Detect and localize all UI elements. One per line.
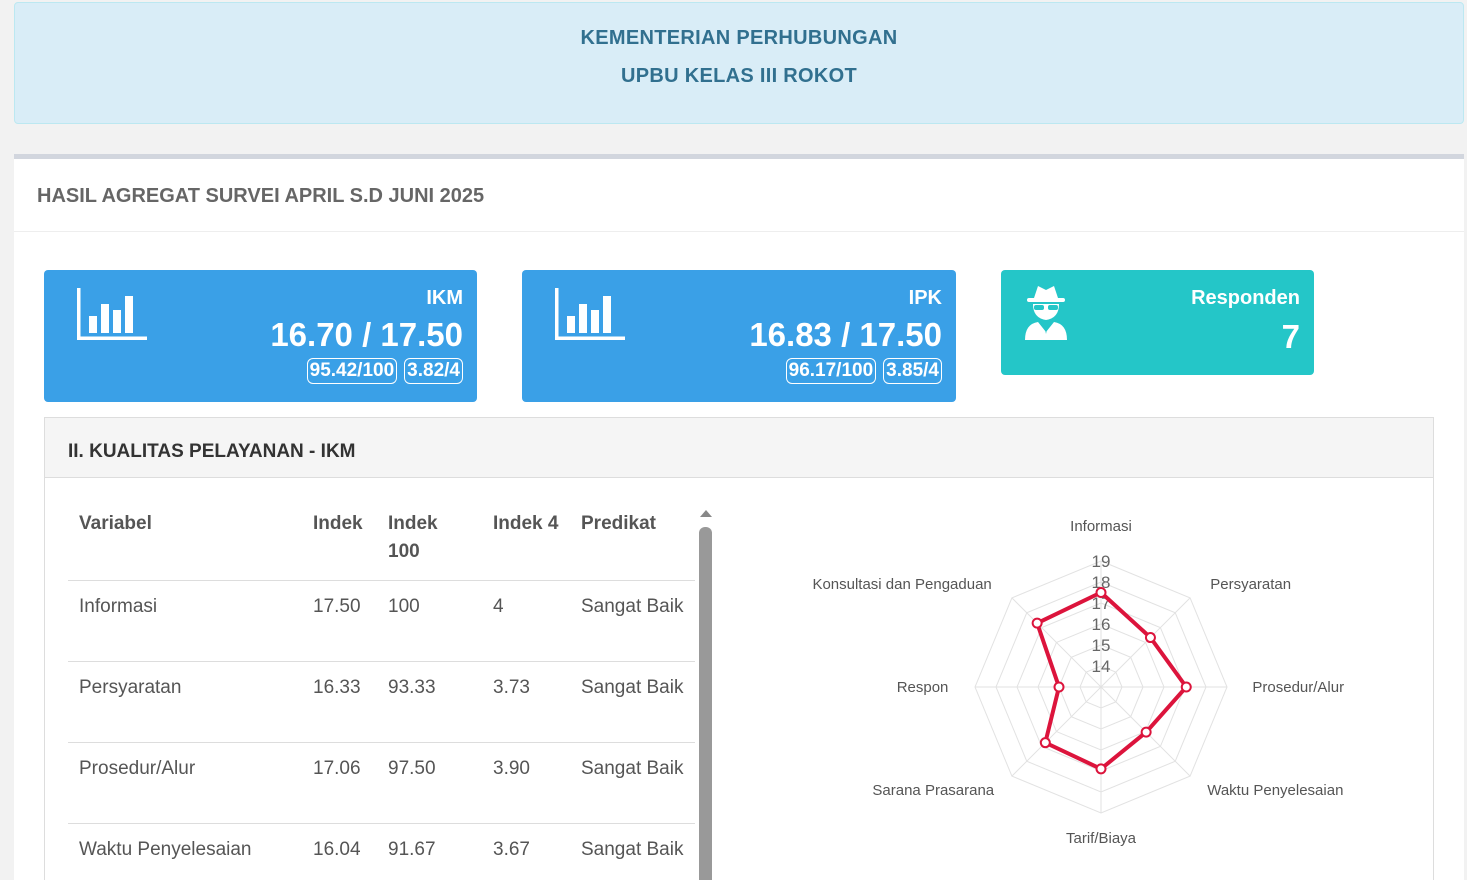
col-indek: Indek [302,498,377,581]
cell-indek-4: 3.67 [482,823,570,880]
table-row: Prosedur/Alur 17.06 97.50 3.90 Sangat Ba… [68,742,695,824]
cell-indek-4: 3.90 [482,742,570,824]
radar-point [1180,681,1192,693]
section-title: HASIL AGREGAT SURVEI APRIL S.D JUNI 2025 [37,185,485,207]
cell-indek-100: 97.50 [377,742,482,824]
cell-predikat: Sangat Baik [570,742,695,824]
radar-chart: 141516171819InformasiPersyaratanProsedur… [812,518,1344,847]
col-indek-4: Indek 4 [482,498,570,581]
radar-spoke [1011,597,1102,688]
cell-indek: 16.04 [302,823,377,880]
table-row: Informasi 17.50 100 4 Sangat Baik [68,580,695,662]
col-predikat: Predikat [570,498,695,581]
col-indek-100: Indek 100 [377,498,482,581]
col-variabel: Variabel [68,498,302,581]
table-header-row: Variabel Indek Indek 100 Indek 4 Predika… [68,498,695,581]
cell-indek: 17.50 [302,580,377,662]
radar-category-label: Prosedur/Alur [1252,679,1344,696]
radar-point [1144,632,1156,644]
radar-tick-label: 19 [1092,552,1111,571]
radar-series-line [1034,590,1189,772]
ipk-label: IPK [908,287,942,309]
cell-indek-4: 4 [482,580,570,662]
cell-indek: 16.33 [302,661,377,743]
radar-category-label: Informasi [1070,518,1132,535]
cell-indek-4: 3.73 [482,661,570,743]
table-row: Persyaratan 16.33 93.33 3.73 Sangat Baik [68,661,695,743]
radar-point [1095,587,1107,598]
cell-indek-100: 91.67 [377,823,482,880]
kualitas-pelayanan-panel: II. KUALITAS PELAYANAN - IKM Variabel In… [44,417,1434,880]
main-box: HASIL AGREGAT SURVEI APRIL S.D JUNI 2025… [14,154,1464,880]
radar-point [1140,726,1152,738]
ikm-pill-4: 3.82/4 [404,358,463,384]
ipk-pill-100: 96.17/100 [785,358,877,384]
radar-point [1031,617,1043,629]
ipk-value: 16.83 / 17.50 [749,316,942,353]
radar-category-label: Waktu Penyelesaian [1207,782,1343,799]
ikm-label: IKM [426,287,463,309]
cell-indek-100: 100 [377,580,482,662]
divider [14,231,1464,232]
radar-category-label: Sarana Prasarana [872,782,994,799]
cell-predikat: Sangat Baik [570,661,695,743]
radar-category-label: Respon [897,679,949,696]
bar-chart-icon [77,288,147,345]
table-scrollbar[interactable] [699,510,713,880]
panel-title: II. KUALITAS PELAYANAN - IKM [68,441,356,462]
ikm-pills: 95.42/100 3.82/4 [306,358,463,384]
user-secret-icon [1021,284,1071,345]
radar-point [1095,763,1107,775]
table-scroll-area[interactable]: Variabel Indek Indek 100 Indek 4 Predika… [68,498,695,880]
cell-variabel: Prosedur/Alur [68,742,302,824]
unit-title: UPBU KELAS III ROKOT [620,65,857,87]
cell-variabel: Persyaratan [68,661,302,743]
responden-value: 7 [1281,318,1300,355]
header-banner: KEMENTERIAN PERHUBUNGAN UPBU KELAS III R… [14,2,1464,124]
responden-info-box: Responden 7 [1001,270,1314,375]
ikm-info-box: IKM 16.70 / 17.50 95.42/100 3.82/4 [44,270,477,402]
radar-tick-label: 14 [1092,657,1111,676]
radar-tick-label: 15 [1092,636,1111,655]
ikm-pill-100: 95.42/100 [306,358,398,384]
bar-chart-icon [555,288,625,345]
radar-tick-label: 18 [1092,573,1111,592]
cell-indek: 17.06 [302,742,377,824]
cell-indek-100: 93.33 [377,661,482,743]
radar-tick-label: 16 [1092,615,1111,634]
panel-header: II. KUALITAS PELAYANAN - IKM [45,418,1433,478]
cell-predikat: Sangat Baik [570,580,695,662]
cell-variabel: Waktu Penyelesaian [68,823,302,880]
ipk-pills: 96.17/100 3.85/4 [785,358,942,384]
radar-point [1039,737,1051,749]
ipk-pill-4: 3.85/4 [883,358,942,384]
scroll-thumb[interactable] [699,527,712,880]
ikm-value: 16.70 / 17.50 [270,316,463,353]
ikm-table: Variabel Indek Indek 100 Indek 4 Predika… [68,498,695,880]
scroll-up-arrow-icon[interactable] [700,510,712,517]
cell-variabel: Informasi [68,580,302,662]
responden-label: Responden [1191,287,1300,309]
ministry-title: KEMENTERIAN PERHUBUNGAN [580,27,898,49]
radar-spoke [1011,686,1102,777]
ipk-info-box: IPK 16.83 / 17.50 96.17/100 3.85/4 [522,270,956,402]
radar-spoke [1100,597,1191,688]
radar-category-label: Tarif/Biaya [1066,830,1137,847]
radar-point [1053,681,1065,693]
radar-category-label: Konsultasi dan Pengaduan [812,576,991,593]
radar-category-label: Persyaratan [1210,576,1291,593]
table-row: Waktu Penyelesaian 16.04 91.67 3.67 Sang… [68,823,695,880]
cell-predikat: Sangat Baik [570,823,695,880]
